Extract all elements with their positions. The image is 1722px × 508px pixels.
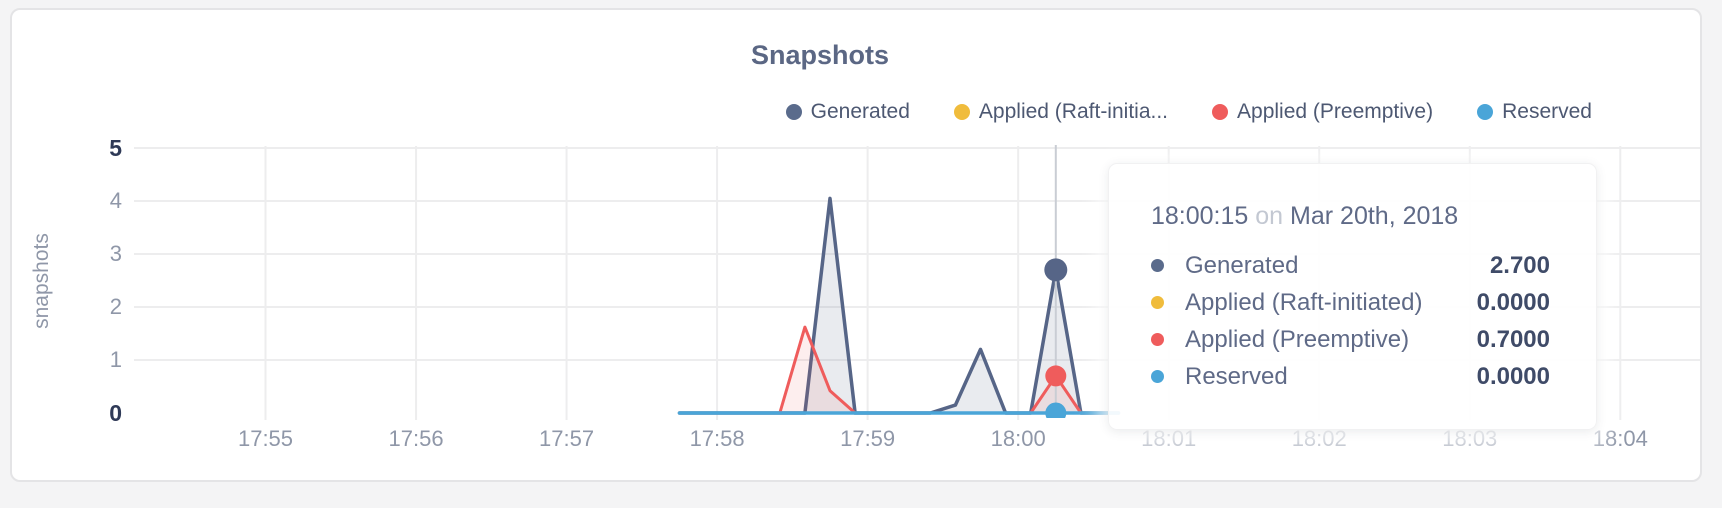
tooltip-row: Applied (Raft-initiated) 0.0000	[1151, 284, 1550, 321]
tooltip-series-dot-icon	[1151, 333, 1164, 346]
x-tick-label: 18:02	[1291, 426, 1347, 451]
hover-marker	[1045, 402, 1067, 418]
tooltip-series-label: Applied (Raft-initiated)	[1185, 288, 1423, 316]
tooltip-row: Generated 2.700	[1151, 247, 1550, 284]
hover-marker	[1044, 258, 1068, 282]
y-tick-label: 3	[109, 241, 122, 266]
legend-dot-icon	[1212, 104, 1229, 120]
y-tick-label: 0	[109, 400, 122, 426]
tooltip-series-label: Reserved	[1185, 362, 1288, 390]
x-tick-label: 18:01	[1141, 426, 1197, 451]
x-tick-label: 17:57	[539, 426, 595, 451]
tooltip-series-dot-icon	[1151, 370, 1164, 383]
tooltip-series-label: Generated	[1185, 251, 1299, 279]
x-tick-label: 17:59	[840, 426, 896, 451]
x-tick-label: 18:00	[990, 426, 1046, 451]
legend-label: Reserved	[1502, 100, 1592, 123]
tooltip-row: Applied (Preemptive) 0.7000	[1151, 321, 1550, 358]
y-tick-label: 1	[109, 347, 122, 372]
tooltip-title: 18:00:15 on Mar 20th, 2018	[1151, 202, 1550, 231]
tooltip-series-value: 0.0000	[1476, 288, 1550, 316]
tooltip-rows: Generated 2.700 Applied (Raft-initiated) 0.…	[1151, 247, 1550, 395]
series-area	[679, 327, 1119, 413]
tooltip-series-value: 0.7000	[1476, 325, 1550, 353]
legend-dot-icon	[1477, 104, 1494, 120]
legend-item[interactable]: Reserved	[1477, 100, 1592, 124]
x-tick-label: 17:55	[237, 426, 294, 451]
x-tick-label: 18:03	[1442, 426, 1498, 451]
tooltip-row: Reserved 0.0000	[1151, 358, 1550, 395]
tooltip-on-word: on	[1255, 202, 1284, 230]
tooltip-series-dot-icon	[1151, 296, 1164, 309]
x-tick-label: 17:58	[689, 426, 745, 451]
legend-item[interactable]: Applied (Preemptive)	[1212, 100, 1433, 124]
y-tick-label: 4	[109, 188, 122, 213]
tooltip-series-label: Applied (Preemptive)	[1185, 325, 1410, 353]
hover-marker	[1045, 365, 1067, 387]
x-tick-label: 17:56	[388, 426, 444, 451]
y-axis-label: snapshots	[30, 233, 53, 329]
tooltip-series-value: 2.700	[1489, 251, 1550, 279]
tooltip-date: Mar 20th, 2018	[1290, 202, 1459, 230]
legend-dot-icon	[953, 104, 970, 120]
tooltip-time: 18:00:15	[1151, 202, 1249, 230]
series-line	[677, 196, 1121, 415]
legend-item[interactable]: Applied (Raft-initia...	[953, 100, 1169, 124]
legend-label: Generated	[810, 100, 910, 123]
legend-label: Applied (Raft-initia...	[978, 100, 1169, 123]
legend-label: Applied (Preemptive)	[1237, 100, 1434, 123]
legend: Generated Applied (Raft-initia... Applied …	[785, 100, 1592, 124]
tooltip-series-value: 0.0000	[1476, 362, 1550, 390]
chart-tooltip: 18:00:15 on Mar 20th, 2018 Generated 2.70…	[1108, 163, 1597, 430]
y-tick-label: 5	[109, 135, 122, 161]
series-area	[679, 198, 1119, 413]
y-tick-label: 2	[109, 294, 122, 319]
legend-item[interactable]: Generated	[785, 100, 910, 124]
tooltip-series-dot-icon	[1151, 259, 1164, 272]
x-tick-label: 18:04	[1592, 426, 1648, 451]
chart-title: Snapshots	[750, 40, 890, 70]
legend-dot-icon	[785, 104, 802, 120]
